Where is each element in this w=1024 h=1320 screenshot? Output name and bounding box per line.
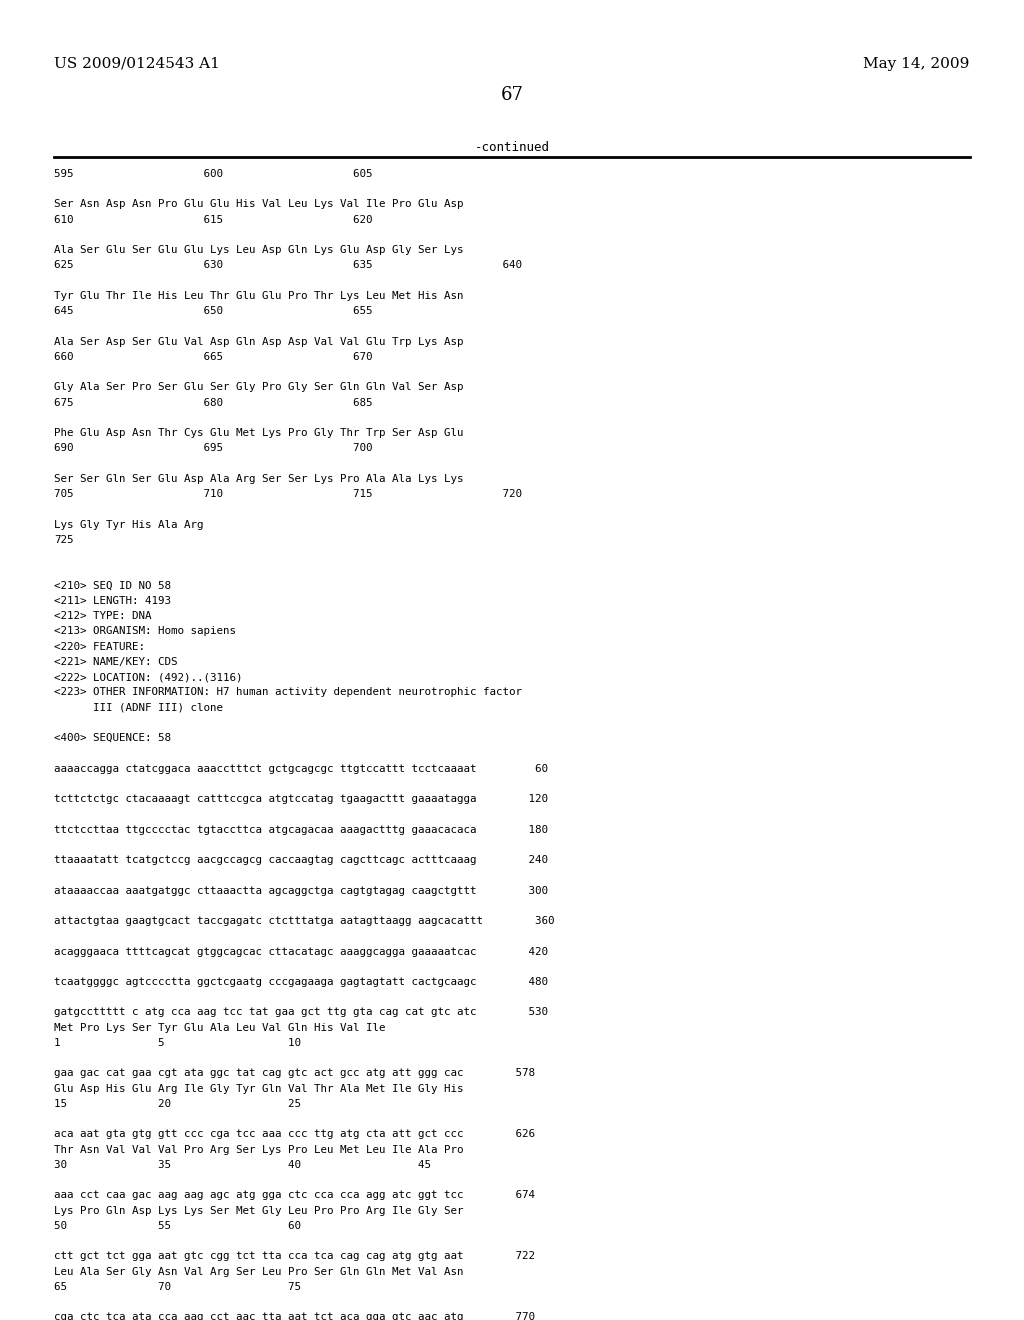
Text: ttaaaatatt tcatgctccg aacgccagcg caccaagtag cagcttcagc actttcaaag        240: ttaaaatatt tcatgctccg aacgccagcg caccaag… (54, 855, 548, 865)
Text: 725: 725 (54, 535, 74, 545)
Text: 67: 67 (501, 86, 523, 104)
Text: Ser Ser Gln Ser Glu Asp Ala Arg Ser Ser Lys Pro Ala Ala Lys Lys: Ser Ser Gln Ser Glu Asp Ala Arg Ser Ser … (54, 474, 464, 484)
Text: Tyr Glu Thr Ile His Leu Thr Glu Glu Pro Thr Lys Leu Met His Asn: Tyr Glu Thr Ile His Leu Thr Glu Glu Pro … (54, 290, 464, 301)
Text: ttctccttaa ttgcccctac tgtaccttca atgcagacaa aaagactttg gaaacacaca        180: ttctccttaa ttgcccctac tgtaccttca atgcaga… (54, 825, 548, 834)
Text: <213> ORGANISM: Homo sapiens: <213> ORGANISM: Homo sapiens (54, 626, 237, 636)
Text: <400> SEQUENCE: 58: <400> SEQUENCE: 58 (54, 733, 171, 743)
Text: <211> LENGTH: 4193: <211> LENGTH: 4193 (54, 595, 171, 606)
Text: -continued: -continued (474, 141, 550, 154)
Text: Phe Glu Asp Asn Thr Cys Glu Met Lys Pro Gly Thr Trp Ser Asp Glu: Phe Glu Asp Asn Thr Cys Glu Met Lys Pro … (54, 428, 464, 438)
Text: Lys Gly Tyr His Ala Arg: Lys Gly Tyr His Ala Arg (54, 520, 204, 529)
Text: <220> FEATURE:: <220> FEATURE: (54, 642, 145, 652)
Text: III (ADNF III) clone: III (ADNF III) clone (54, 702, 223, 713)
Text: 675                    680                    685: 675 680 685 (54, 397, 373, 408)
Text: US 2009/0124543 A1: US 2009/0124543 A1 (54, 57, 220, 71)
Text: ataaaaccaa aaatgatggc cttaaactta agcaggctga cagtgtagag caagctgttt        300: ataaaaccaa aaatgatggc cttaaactta agcaggc… (54, 886, 548, 895)
Text: tcaatggggc agtcccctta ggctcgaatg cccgagaaga gagtagtatt cactgcaagc        480: tcaatggggc agtcccctta ggctcgaatg cccgaga… (54, 977, 548, 987)
Text: Met Pro Lys Ser Tyr Glu Ala Leu Val Gln His Val Ile: Met Pro Lys Ser Tyr Glu Ala Leu Val Gln … (54, 1023, 386, 1032)
Text: May 14, 2009: May 14, 2009 (863, 57, 970, 71)
Text: 705                    710                    715                    720: 705 710 715 720 (54, 490, 522, 499)
Text: acagggaaca ttttcagcat gtggcagcac cttacatagc aaaggcagga gaaaaatcac        420: acagggaaca ttttcagcat gtggcagcac cttacat… (54, 946, 548, 957)
Text: 610                    615                    620: 610 615 620 (54, 215, 373, 224)
Text: Ser Asn Asp Asn Pro Glu Glu His Val Leu Lys Val Ile Pro Glu Asp: Ser Asn Asp Asn Pro Glu Glu His Val Leu … (54, 199, 464, 210)
Text: Glu Asp His Glu Arg Ile Gly Tyr Gln Val Thr Ala Met Ile Gly His: Glu Asp His Glu Arg Ile Gly Tyr Gln Val … (54, 1084, 464, 1094)
Text: 625                    630                    635                    640: 625 630 635 640 (54, 260, 522, 271)
Text: Ala Ser Asp Ser Glu Val Asp Gln Asp Asp Val Val Glu Trp Lys Asp: Ala Ser Asp Ser Glu Val Asp Gln Asp Asp … (54, 337, 464, 347)
Text: Leu Ala Ser Gly Asn Val Arg Ser Leu Pro Ser Gln Gln Met Val Asn: Leu Ala Ser Gly Asn Val Arg Ser Leu Pro … (54, 1267, 464, 1276)
Text: ctt gct tct gga aat gtc cgg tct tta cca tca cag cag atg gtg aat        722: ctt gct tct gga aat gtc cgg tct tta cca … (54, 1251, 536, 1262)
Text: Lys Pro Gln Asp Lys Lys Ser Met Gly Leu Pro Pro Arg Ile Gly Ser: Lys Pro Gln Asp Lys Lys Ser Met Gly Leu … (54, 1205, 464, 1216)
Text: 65              70                  75: 65 70 75 (54, 1282, 301, 1292)
Text: gaa gac cat gaa cgt ata ggc tat cag gtc act gcc atg att ggg cac        578: gaa gac cat gaa cgt ata ggc tat cag gtc … (54, 1068, 536, 1078)
Text: 645                    650                    655: 645 650 655 (54, 306, 373, 317)
Text: 30              35                  40                  45: 30 35 40 45 (54, 1160, 431, 1170)
Text: Thr Asn Val Val Val Pro Arg Ser Lys Pro Leu Met Leu Ile Ala Pro: Thr Asn Val Val Val Pro Arg Ser Lys Pro … (54, 1144, 464, 1155)
Text: aca aat gta gtg gtt ccc cga tcc aaa ccc ttg atg cta att gct ccc        626: aca aat gta gtg gtt ccc cga tcc aaa ccc … (54, 1130, 536, 1139)
Text: <222> LOCATION: (492)..(3116): <222> LOCATION: (492)..(3116) (54, 672, 243, 682)
Text: 1               5                   10: 1 5 10 (54, 1038, 301, 1048)
Text: Gly Ala Ser Pro Ser Glu Ser Gly Pro Gly Ser Gln Gln Val Ser Asp: Gly Ala Ser Pro Ser Glu Ser Gly Pro Gly … (54, 383, 464, 392)
Text: gatgccttttt c atg cca aag tcc tat gaa gct ttg gta cag cat gtc atc        530: gatgccttttt c atg cca aag tcc tat gaa gc… (54, 1007, 548, 1018)
Text: 690                    695                    700: 690 695 700 (54, 444, 373, 453)
Text: <210> SEQ ID NO 58: <210> SEQ ID NO 58 (54, 581, 171, 590)
Text: 50              55                  60: 50 55 60 (54, 1221, 301, 1232)
Text: <221> NAME/KEY: CDS: <221> NAME/KEY: CDS (54, 657, 178, 667)
Text: tcttctctgc ctacaaaagt catttccgca atgtccatag tgaagacttt gaaaatagga        120: tcttctctgc ctacaaaagt catttccgca atgtcca… (54, 795, 548, 804)
Text: <212> TYPE: DNA: <212> TYPE: DNA (54, 611, 152, 622)
Text: aaa cct caa gac aag aag agc atg gga ctc cca cca agg atc ggt tcc        674: aaa cct caa gac aag aag agc atg gga ctc … (54, 1191, 536, 1200)
Text: 15              20                  25: 15 20 25 (54, 1100, 301, 1109)
Text: <223> OTHER INFORMATION: H7 human activity dependent neurotrophic factor: <223> OTHER INFORMATION: H7 human activi… (54, 688, 522, 697)
Text: 595                    600                    605: 595 600 605 (54, 169, 373, 180)
Text: cga ctc tca ata cca aag cct aac tta aat tct aca gga gtc aac atg        770: cga ctc tca ata cca aag cct aac tta aat … (54, 1312, 536, 1320)
Text: Ala Ser Glu Ser Glu Glu Lys Leu Asp Gln Lys Glu Asp Gly Ser Lys: Ala Ser Glu Ser Glu Glu Lys Leu Asp Gln … (54, 246, 464, 255)
Text: aaaaccagga ctatcggaca aaacctttct gctgcagcgc ttgtccattt tcctcaaaat         60: aaaaccagga ctatcggaca aaacctttct gctgcag… (54, 763, 548, 774)
Text: attactgtaa gaagtgcact taccgagatc ctctttatga aatagttaagg aagcacattt        360: attactgtaa gaagtgcact taccgagatc ctcttta… (54, 916, 555, 927)
Text: 660                    665                    670: 660 665 670 (54, 352, 373, 362)
